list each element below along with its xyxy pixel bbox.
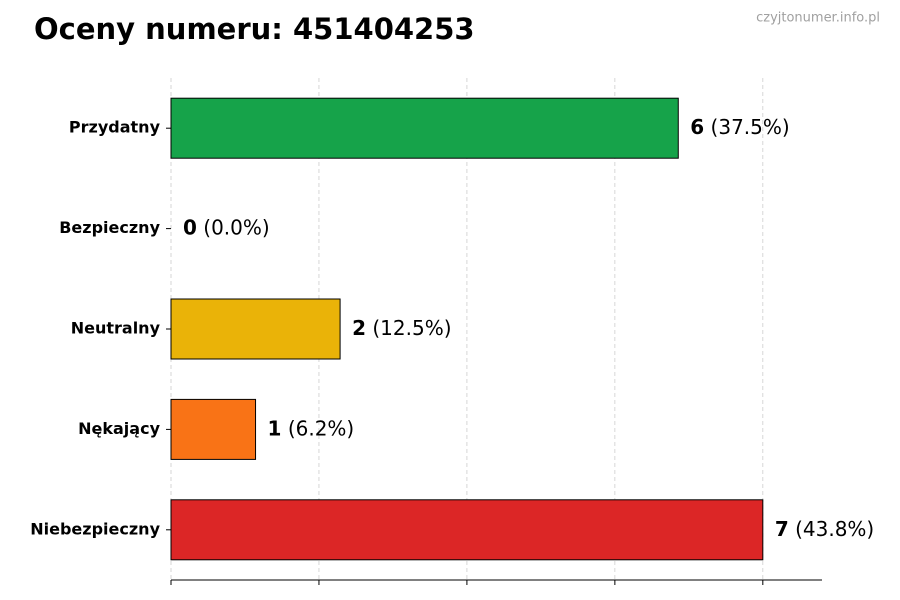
value-label: 1 (6.2%) bbox=[268, 416, 355, 440]
value-label: 6 (37.5%) bbox=[690, 115, 789, 139]
share-label: (6.2%) bbox=[288, 416, 354, 440]
value-number: 0 bbox=[183, 215, 197, 239]
value-number: 1 bbox=[268, 416, 282, 440]
share-label: (0.0%) bbox=[203, 215, 269, 239]
y-tick-label: Nękający bbox=[78, 419, 160, 438]
y-tick-label: Neutralny bbox=[71, 319, 161, 338]
value-number: 6 bbox=[690, 115, 704, 139]
value-label: 7 (43.8%) bbox=[775, 516, 874, 540]
chart-title: Oceny numeru: 451404253 bbox=[34, 12, 475, 46]
value-number: 2 bbox=[352, 316, 366, 340]
bar bbox=[170, 398, 257, 460]
bar bbox=[170, 298, 341, 360]
bar bbox=[170, 499, 764, 561]
share-label: (12.5%) bbox=[372, 316, 451, 340]
bar bbox=[170, 97, 679, 159]
y-tick-label: Niebezpieczny bbox=[30, 519, 160, 538]
y-tick-label: Przydatny bbox=[69, 118, 161, 137]
value-label: 2 (12.5%) bbox=[352, 316, 451, 340]
share-label: (37.5%) bbox=[711, 115, 790, 139]
value-label: 0 (0.0%) bbox=[183, 215, 270, 239]
y-tick-label: Bezpieczny bbox=[59, 218, 160, 237]
watermark: czyjtonumer.info.pl bbox=[756, 11, 880, 26]
value-number: 7 bbox=[775, 516, 789, 540]
share-label: (43.8%) bbox=[795, 516, 874, 540]
